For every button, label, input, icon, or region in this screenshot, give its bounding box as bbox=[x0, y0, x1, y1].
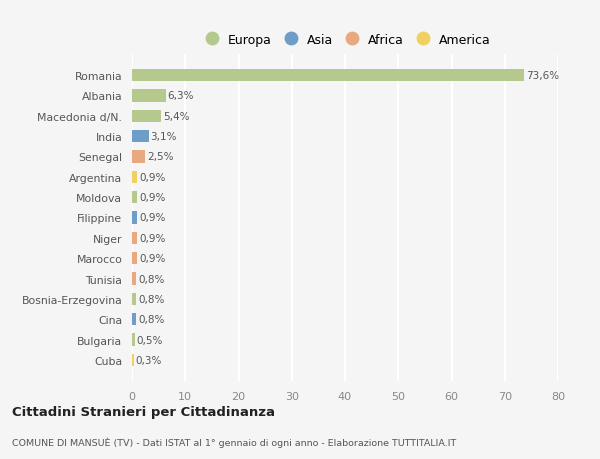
Bar bbox=[132, 111, 161, 123]
Bar bbox=[132, 171, 137, 184]
Bar bbox=[132, 70, 524, 82]
Text: 6,3%: 6,3% bbox=[167, 91, 194, 101]
Bar bbox=[132, 212, 137, 224]
Text: 3,1%: 3,1% bbox=[151, 132, 177, 142]
Bar bbox=[132, 273, 136, 285]
Bar bbox=[132, 131, 149, 143]
Text: 0,3%: 0,3% bbox=[136, 355, 162, 365]
Bar bbox=[132, 192, 137, 204]
Bar bbox=[132, 313, 136, 325]
Text: 0,9%: 0,9% bbox=[139, 254, 165, 263]
Bar bbox=[132, 334, 134, 346]
Bar bbox=[132, 232, 137, 244]
Text: 0,9%: 0,9% bbox=[139, 213, 165, 223]
Text: 0,8%: 0,8% bbox=[139, 294, 165, 304]
Bar bbox=[132, 354, 134, 366]
Bar bbox=[132, 252, 137, 265]
Text: 73,6%: 73,6% bbox=[526, 71, 559, 81]
Text: 2,5%: 2,5% bbox=[148, 152, 174, 162]
Text: 0,5%: 0,5% bbox=[137, 335, 163, 345]
Text: Cittadini Stranieri per Cittadinanza: Cittadini Stranieri per Cittadinanza bbox=[12, 405, 275, 419]
Text: 5,4%: 5,4% bbox=[163, 112, 190, 122]
Text: 0,9%: 0,9% bbox=[139, 193, 165, 203]
Text: 0,8%: 0,8% bbox=[139, 274, 165, 284]
Text: COMUNE DI MANSUÈ (TV) - Dati ISTAT al 1° gennaio di ogni anno - Elaborazione TUT: COMUNE DI MANSUÈ (TV) - Dati ISTAT al 1°… bbox=[12, 437, 456, 447]
Legend: Europa, Asia, Africa, America: Europa, Asia, Africa, America bbox=[194, 29, 496, 52]
Bar bbox=[132, 293, 136, 305]
Text: 0,9%: 0,9% bbox=[139, 233, 165, 243]
Bar bbox=[132, 90, 166, 102]
Bar bbox=[132, 151, 145, 163]
Text: 0,8%: 0,8% bbox=[139, 314, 165, 325]
Text: 0,9%: 0,9% bbox=[139, 173, 165, 182]
